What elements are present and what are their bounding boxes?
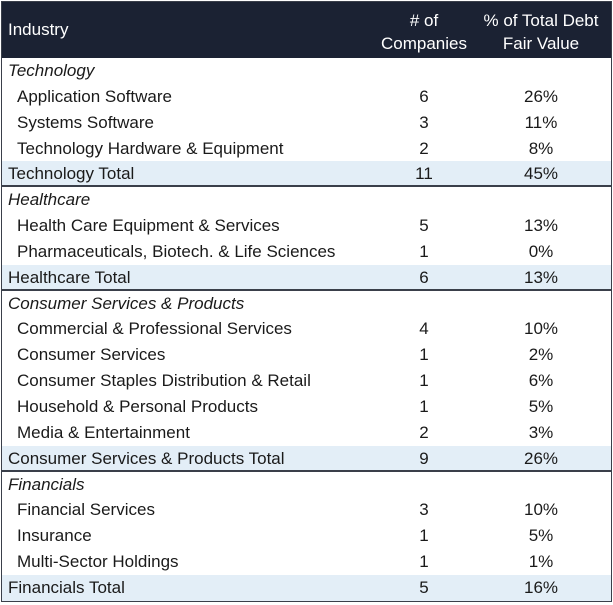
table-row: Multi-Sector Holdings 1 1% — [2, 549, 611, 575]
industry-label: Consumer Services — [17, 345, 166, 365]
debt-fair-value-pct: 5% — [528, 396, 554, 416]
table-row: Consumer Staples Distribution & Retail 1 6… — [2, 368, 611, 394]
company-count: 6 — [419, 86, 429, 106]
company-count: 3 — [419, 500, 429, 520]
industry-label: Pharmaceuticals, Biotech. & Life Science… — [17, 241, 336, 261]
table-row: Systems Software 3 11% — [2, 110, 611, 136]
header-percent-text: % of Total Debt Fair Value — [483, 11, 599, 53]
table-row: Financial Services 3 10% — [2, 497, 611, 523]
table-row: Insurance 1 5% — [2, 523, 611, 549]
debt-fair-value-pct: 1% — [528, 552, 554, 572]
total-label: Consumer Services & Products Total — [8, 448, 285, 468]
company-count: 1 — [419, 526, 429, 546]
total-count: 5 — [419, 577, 429, 597]
total-pct: 26% — [523, 448, 559, 468]
table-row: Application Software 6 26% — [2, 84, 611, 110]
industry-label: Household & Personal Products — [17, 396, 258, 416]
industry-label: Media & Entertainment — [17, 422, 190, 442]
total-label: Financials Total — [8, 577, 125, 597]
debt-fair-value-pct: 13% — [523, 216, 559, 236]
total-pct: 16% — [523, 577, 559, 597]
debt-fair-value-pct: 11% — [524, 112, 558, 132]
debt-fair-value-pct: 10% — [523, 500, 559, 520]
header-companies: # of Companies — [374, 9, 474, 55]
total-pct: 45% — [523, 164, 559, 184]
company-count: 1 — [419, 371, 429, 391]
total-row: Consumer Services & Products Total 9 26% — [2, 445, 611, 472]
industry-label: Commercial & Professional Services — [17, 319, 292, 339]
group-name: Healthcare — [8, 190, 91, 210]
table-row: Consumer Services 1 2% — [2, 342, 611, 368]
company-count: 5 — [419, 216, 429, 236]
company-count: 2 — [419, 422, 429, 442]
debt-fair-value-pct: 5% — [528, 526, 554, 546]
table-row: Media & Entertainment 2 3% — [2, 420, 611, 446]
industry-label: Application Software — [17, 86, 172, 106]
total-count: 9 — [419, 448, 429, 468]
total-label: Healthcare Total — [8, 267, 131, 287]
total-label: Technology Total — [8, 164, 135, 184]
table-body: Technology Application Software 6 26% System… — [2, 58, 611, 601]
table-row: Health Care Equipment & Services 5 13% — [2, 213, 611, 239]
industry-label: Systems Software — [17, 112, 154, 132]
group-header-row: Consumer Services & Products — [2, 291, 611, 317]
company-count: 1 — [419, 241, 429, 261]
group-header-row: Technology — [2, 58, 611, 84]
debt-fair-value-pct: 6% — [528, 371, 554, 391]
debt-fair-value-pct: 10% — [523, 319, 559, 339]
debt-fair-value-pct: 0% — [528, 241, 554, 261]
table-header: Industry # of Companies % of Total Debt … — [2, 2, 611, 58]
total-pct: 13% — [523, 267, 559, 287]
group-header-row: Financials — [2, 472, 611, 498]
debt-fair-value-pct: 2% — [528, 345, 554, 365]
table-row: Commercial & Professional Services 4 10% — [2, 316, 611, 342]
group-name: Technology — [8, 61, 95, 80]
total-count: 11 — [415, 164, 433, 184]
debt-fair-value-pct: 8% — [528, 138, 554, 158]
industry-label: Consumer Staples Distribution & Retail — [17, 371, 311, 391]
industry-label: Health Care Equipment & Services — [17, 216, 280, 236]
industry-label: Multi-Sector Holdings — [17, 552, 179, 572]
total-row: Technology Total 11 45% — [2, 161, 611, 188]
industry-label: Financial Services — [17, 500, 155, 520]
table-row: Pharmaceuticals, Biotech. & Life Science… — [2, 239, 611, 265]
total-count: 6 — [419, 267, 429, 287]
header-companies-text: # of Companies — [381, 11, 467, 53]
debt-fair-value-pct: 26% — [523, 86, 559, 106]
group-name: Consumer Services & Products — [8, 293, 245, 313]
company-count: 1 — [419, 552, 429, 572]
company-count: 3 — [419, 112, 429, 132]
total-row: Healthcare Total 6 13% — [2, 264, 611, 291]
company-count: 1 — [419, 396, 429, 416]
company-count: 2 — [419, 138, 429, 158]
company-count: 1 — [419, 345, 429, 365]
industry-label: Insurance — [17, 526, 92, 546]
total-row: Financials Total 5 16% — [2, 574, 611, 601]
group-name: Financials — [8, 474, 85, 494]
table-row: Technology Hardware & Equipment 2 8% — [2, 136, 611, 162]
group-header-row: Healthcare — [2, 187, 611, 213]
header-industry: Industry — [8, 20, 69, 39]
company-count: 4 — [419, 319, 429, 339]
header-percent: % of Total Debt Fair Value — [472, 9, 610, 55]
table-row: Household & Personal Products 1 5% — [2, 394, 611, 420]
industry-label: Technology Hardware & Equipment — [17, 138, 284, 158]
debt-fair-value-pct: 3% — [528, 422, 554, 442]
